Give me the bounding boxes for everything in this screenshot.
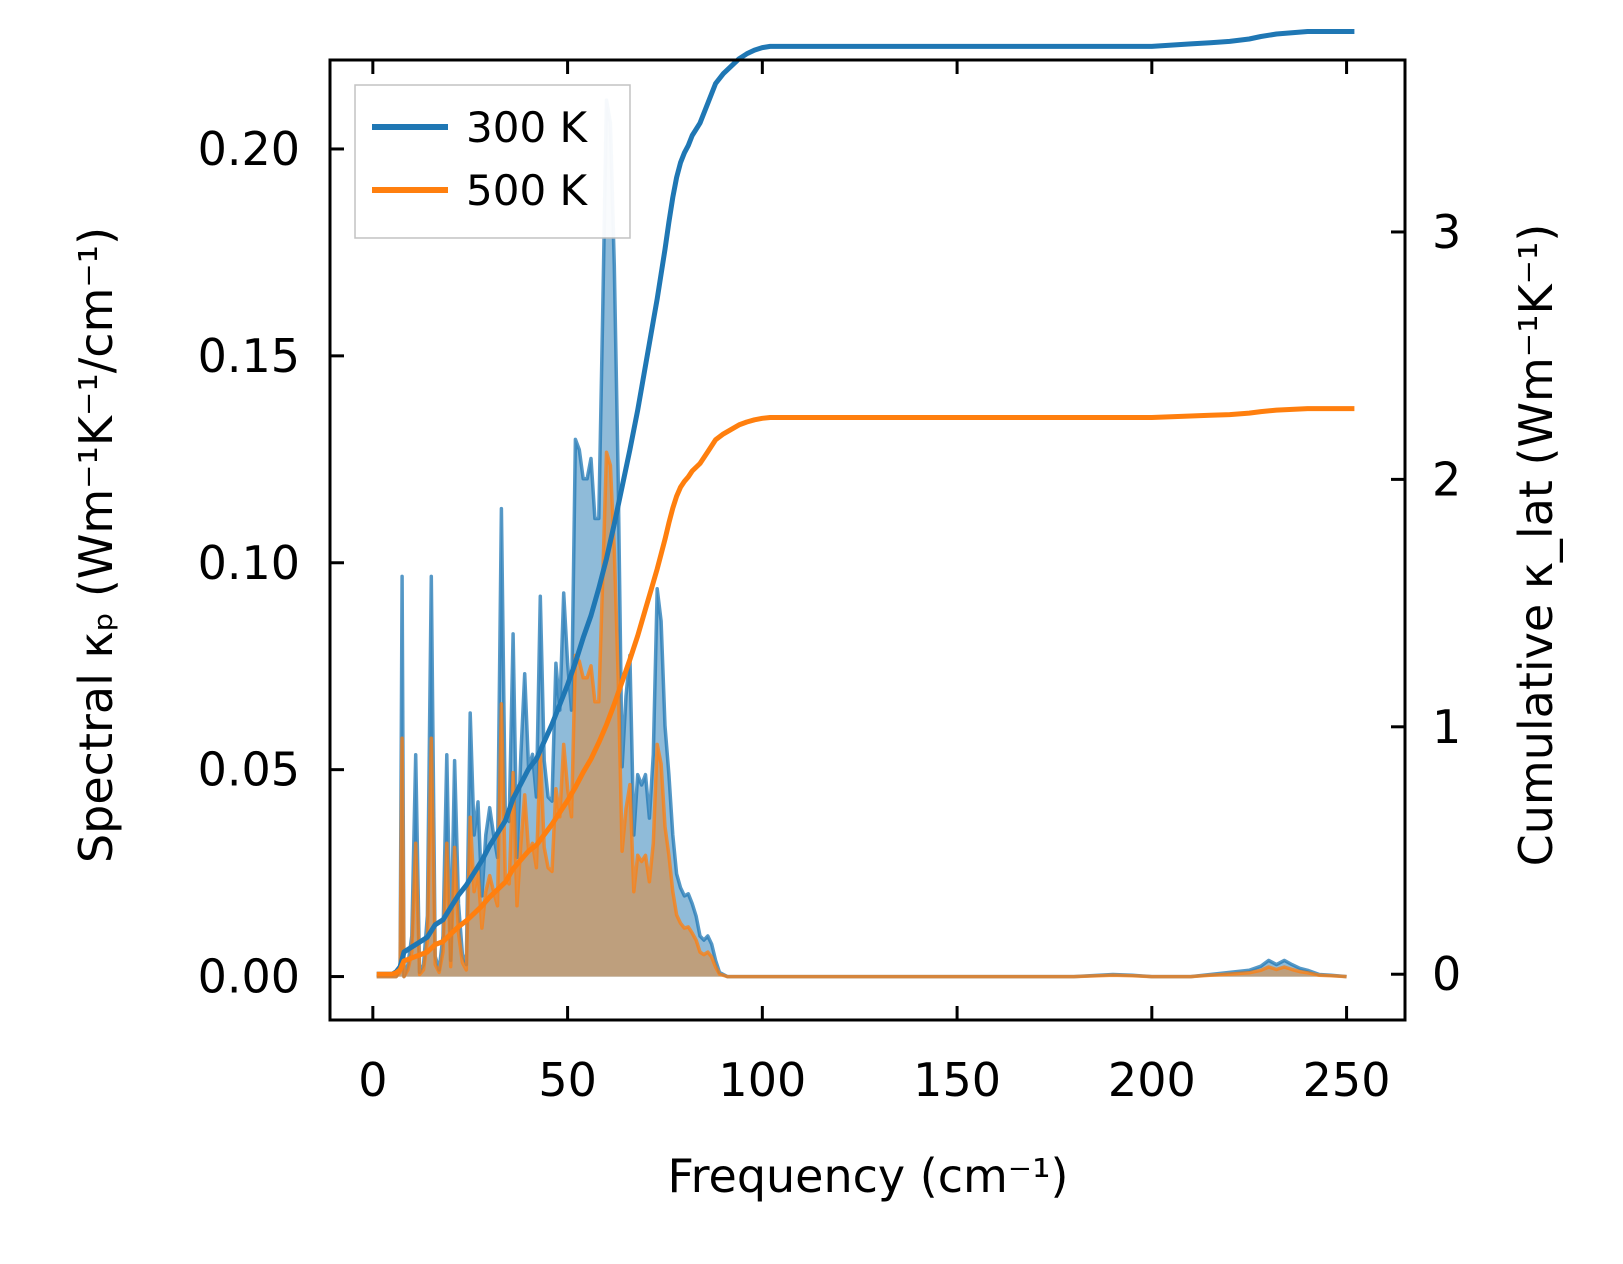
- y-right-tick-label: 1: [1432, 700, 1461, 754]
- spectral-line-500k: [376, 450, 1347, 979]
- x-tick-label: 50: [538, 1053, 597, 1107]
- x-tick-label: 0: [358, 1053, 387, 1107]
- y-right-tick-label: 2: [1432, 452, 1461, 506]
- legend-label-500k: 500 K: [466, 166, 589, 215]
- y-tick-label: 0.10: [198, 536, 300, 590]
- x-tick-label: 200: [1108, 1053, 1196, 1107]
- cumulative-lines: [376, 29, 1355, 977]
- y-tick-label: 0.20: [198, 122, 300, 176]
- x-axis-label: Frequency (cm⁻¹): [668, 1149, 1069, 1203]
- y-right-tick-label: 3: [1432, 205, 1461, 259]
- x-axis-ticks: 0 50 100 150 200 250: [358, 60, 1390, 1107]
- y-tick-label: 0.15: [198, 329, 300, 383]
- x-tick-label: 100: [718, 1053, 806, 1107]
- y-axis-right-label: Cumulative κ_lat (Wm⁻¹K⁻¹): [1509, 224, 1563, 867]
- cumulative-line-300k: [376, 29, 1355, 977]
- spectral-lines: [376, 98, 1347, 979]
- y-axis-right-ticks: 0 1 2 3: [1391, 205, 1461, 1001]
- y-tick-label: 0.00: [198, 950, 300, 1004]
- y-axis-ticks: 0.00 0.05 0.10 0.15 0.20: [198, 122, 344, 1004]
- legend-label-300k: 300 K: [466, 103, 589, 152]
- x-tick-label: 150: [913, 1053, 1001, 1107]
- legend-box: [354, 84, 631, 239]
- plot-frame: [328, 58, 1407, 1022]
- spectral-fill-500k: [376, 452, 1347, 977]
- y-axis-label: Spectral κₚ (Wm⁻¹K⁻¹/cm⁻¹): [69, 227, 123, 863]
- cumulative-line-500k: [376, 406, 1355, 977]
- x-tick-label: 250: [1303, 1053, 1391, 1107]
- legend: 300 K 500 K: [354, 84, 631, 239]
- y-right-tick-label: 0: [1432, 947, 1461, 1001]
- y-tick-label: 0.05: [198, 743, 300, 797]
